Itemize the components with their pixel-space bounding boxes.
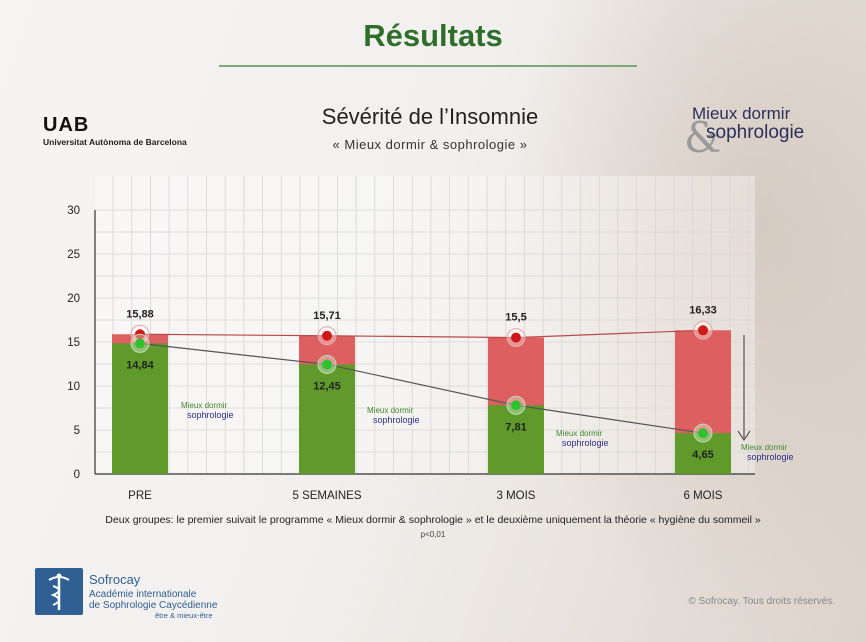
- chart-title: Sévérité de l’Insomnie: [321, 104, 539, 129]
- sofrocay-name: Sofrocay: [89, 572, 141, 587]
- y-tick-label: 5: [74, 425, 80, 437]
- brand-logo: & Mieux dormir sophrologie: [684, 104, 838, 162]
- point-green: [698, 428, 708, 439]
- y-tick-label: 10: [67, 381, 80, 393]
- plot-area: [95, 176, 755, 474]
- bar-green: [112, 343, 168, 474]
- x-tick-label: 5 SEMAINES: [292, 490, 361, 502]
- sofrocay-line2: de Sophrologie Caycédienne: [89, 600, 218, 611]
- series-label-line2: sophrologie: [562, 438, 609, 448]
- x-tick-label: 3 MOIS: [497, 490, 536, 502]
- caduceus-icon: [48, 573, 70, 610]
- brand-ampersand: &: [684, 113, 722, 162]
- data-label-red: 15,71: [313, 310, 341, 322]
- uab-name: Universitat Autònoma de Barcelona: [43, 137, 187, 147]
- point-red: [322, 330, 332, 341]
- y-tick-label: 0: [74, 469, 80, 481]
- data-label-red: 15,88: [126, 308, 154, 320]
- bar-green: [299, 364, 355, 474]
- y-tick-label: 15: [67, 337, 80, 349]
- point-green: [322, 359, 332, 370]
- series-label-line1: Mieux dormir: [181, 401, 228, 410]
- point-green: [511, 400, 521, 411]
- title-divider: [219, 65, 637, 67]
- series-label-line1: Mieux dormir: [367, 406, 414, 415]
- insomnia-chart: 0 5 10 15 20 25 30 PRE 15,88 14,84 5 SEMAINES 15,71…: [67, 176, 794, 502]
- series-line-red: [139, 329, 704, 339]
- brand-line2: sophrologie: [706, 122, 805, 143]
- series-label-line2: sophrologie: [187, 410, 234, 420]
- data-label-green: 14,84: [126, 359, 154, 371]
- series-label-line1: Mieux dormir: [556, 429, 603, 438]
- series-label-line2: sophrologie: [373, 415, 420, 425]
- series-label-line1: Mieux dormir: [741, 443, 788, 452]
- data-label-green: 4,65: [692, 449, 713, 461]
- sofrocay-line1: Académie internationale: [89, 589, 197, 600]
- data-label-green: 12,45: [313, 380, 341, 392]
- x-tick-label: PRE: [128, 490, 152, 502]
- page-title: Résultats: [363, 18, 503, 53]
- trend-arrow-head: [737, 430, 751, 441]
- point-red: [511, 332, 521, 343]
- chart-caption: Deux groupes: le premier suivait le prog…: [105, 514, 761, 526]
- data-label-green: 7,81: [505, 421, 526, 433]
- brand-line1: Mieux dormir: [692, 104, 791, 123]
- uab-logo: UAB: [43, 114, 90, 136]
- sofrocay-line3: être & mieux-être: [155, 611, 213, 620]
- series-line-green: [139, 342, 704, 434]
- bar-green: [675, 433, 731, 474]
- p-value: p<0,01: [420, 530, 446, 539]
- y-tick-label: 30: [67, 205, 80, 217]
- bar-green: [488, 405, 544, 474]
- sofrocay-logo: [35, 568, 83, 615]
- copyright-notice: © Sofrocay. Tous droits réservés.: [688, 596, 836, 607]
- point-green: [135, 338, 145, 349]
- point-red: [698, 325, 708, 336]
- y-tick-label: 20: [67, 293, 80, 305]
- data-label-red: 16,33: [689, 304, 717, 316]
- x-tick-label: 6 MOIS: [684, 490, 723, 502]
- y-tick-label: 25: [67, 249, 80, 261]
- chart-subtitle: « Mieux dormir & sophrologie »: [332, 137, 528, 152]
- data-label-red: 15,5: [505, 312, 526, 324]
- background-photo: [506, 0, 866, 642]
- series-label-line2: sophrologie: [747, 452, 794, 462]
